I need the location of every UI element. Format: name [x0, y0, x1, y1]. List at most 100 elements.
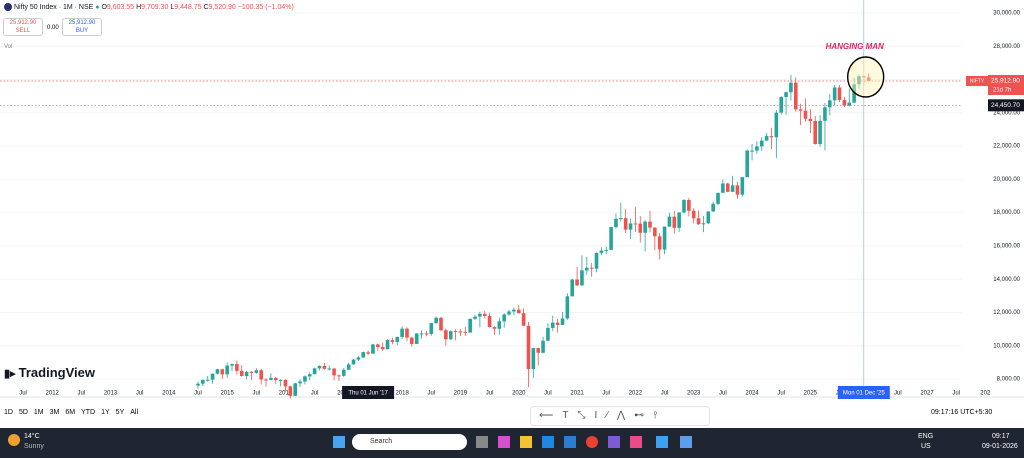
range-button[interactable]: YTD	[81, 409, 96, 416]
y-tick-label: 18,000.00	[993, 210, 1020, 216]
price-tag-label: 24,450.70	[991, 102, 1020, 109]
drawing-toolbar[interactable]: ⟵T⤡Ι∕⋀⊷⫯	[530, 406, 710, 426]
candle-body	[847, 102, 852, 106]
candle-body	[235, 364, 239, 371]
candle-body	[453, 331, 458, 333]
ohlc-value: 9,603.55	[106, 3, 135, 11]
range-button[interactable]: 1M	[33, 409, 44, 416]
candle-body	[512, 309, 516, 312]
range-button[interactable]: 5D	[18, 409, 28, 416]
range-button[interactable]: 1Y	[101, 409, 110, 416]
app-icon[interactable]	[476, 436, 488, 448]
y-tick-label: 12,000.00	[993, 310, 1020, 316]
start-button[interactable]	[333, 436, 345, 448]
range-button[interactable]: 5Y	[115, 409, 125, 416]
candle-body	[303, 376, 307, 382]
candle-body	[366, 352, 370, 354]
candle-body	[657, 236, 662, 250]
candle-body	[745, 150, 749, 178]
candle-body	[230, 364, 234, 366]
candle-body	[784, 92, 788, 98]
candle-body	[356, 357, 361, 360]
range-button[interactable]: All	[130, 409, 139, 416]
candle-body	[244, 371, 249, 377]
highlight-circle	[846, 56, 885, 98]
buy-button[interactable]: 25,912.90 BUY	[62, 18, 102, 36]
range-button[interactable]: 6M	[65, 409, 76, 416]
candle-body	[424, 333, 429, 335]
logo-text: TradingView	[18, 365, 95, 380]
candle-body	[575, 279, 579, 286]
candle-body	[478, 313, 482, 317]
candle-body	[516, 309, 521, 314]
x-tick-label: 2025	[804, 391, 818, 397]
candle-body	[623, 218, 628, 230]
candle-body	[589, 267, 594, 269]
candle-body	[672, 216, 677, 228]
x-tick-label: 2018	[395, 391, 409, 397]
candle-body	[439, 317, 443, 331]
range-bar: 1D 5D 1M 3M 6M YTD 1Y 5Y All	[4, 409, 144, 416]
range-button[interactable]: 1D	[4, 409, 13, 416]
candle-body	[823, 107, 827, 121]
candle-body	[390, 340, 395, 342]
candle-body	[220, 369, 225, 375]
countdown: 21d 7h	[993, 88, 1011, 94]
symbol-header[interactable]: Nifty 50 Index · 1M · NSE ● O9,603.55 H9…	[4, 3, 294, 11]
app-icon[interactable]	[608, 436, 620, 448]
candle-body	[546, 327, 550, 341]
candle-body	[473, 316, 477, 319]
candle-body	[779, 97, 783, 113]
clock: 09:17:16 UTC+5:30	[931, 409, 993, 416]
candle-body	[410, 337, 414, 344]
candle-body	[293, 383, 297, 396]
candle-body	[273, 377, 278, 381]
ohlc-label: O	[101, 3, 107, 11]
x-tick-label: 2020	[512, 391, 526, 397]
range-button[interactable]: 3M	[49, 409, 60, 416]
x-tick-label: Jul	[777, 391, 785, 397]
candle-body	[818, 120, 822, 145]
app-icon[interactable]	[520, 436, 532, 448]
x-tick-label: Jul	[894, 391, 902, 397]
candle-body	[696, 218, 701, 225]
candle-body	[638, 223, 643, 233]
ohlc-value: 9,520.90	[208, 3, 236, 11]
volume-label[interactable]: Vol	[4, 44, 13, 50]
app-icon[interactable]	[542, 436, 554, 448]
x-tick-label: Jul	[136, 391, 144, 397]
candle-body	[594, 252, 599, 269]
app-icon[interactable]	[656, 436, 668, 448]
candle-body	[327, 368, 332, 370]
app-icon[interactable]	[630, 436, 642, 448]
language: ENG	[918, 433, 934, 440]
candle-body	[288, 386, 293, 396]
candle-body	[648, 221, 652, 228]
app-icon[interactable]	[564, 436, 576, 448]
candle-body	[857, 76, 861, 85]
date: 09-01-2026	[982, 443, 1018, 450]
x-tick-label: Jul	[486, 391, 494, 397]
app-icon[interactable]	[586, 436, 598, 448]
y-tick-label: 22,000.00	[993, 144, 1020, 150]
app-icon[interactable]	[680, 436, 692, 448]
sell-button[interactable]: 25,912.90 SELL	[3, 18, 43, 36]
candle-body	[764, 136, 769, 141]
candle-body	[730, 185, 735, 192]
search-box[interactable]: Search	[352, 434, 467, 450]
symbol-icon	[4, 3, 12, 11]
x-tick-label: Jul	[719, 391, 727, 397]
candle-body	[716, 192, 720, 204]
crosshair-label: Mon 01 Dec '25	[843, 391, 885, 397]
spread: 0.00	[47, 25, 59, 31]
candle-body	[210, 373, 215, 380]
y-tick-label: 20,000.00	[993, 177, 1020, 183]
chart: 30,000.0028,000.0026,000.0024,000.0022,0…	[0, 0, 1024, 399]
x-tick-label: 2027	[920, 391, 934, 397]
x-tick-label: Jul	[602, 391, 610, 397]
candle-body	[721, 183, 725, 193]
candle-body	[419, 333, 424, 335]
app-icon[interactable]	[498, 436, 510, 448]
y-tick-label: 28,000.00	[993, 44, 1020, 50]
